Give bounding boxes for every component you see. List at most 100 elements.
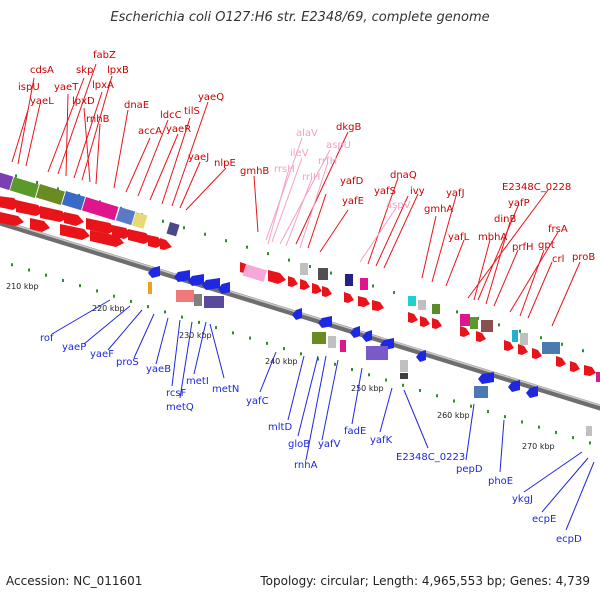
feature-box [470, 317, 478, 329]
scale-label: 270 kbp [522, 442, 555, 451]
gene-label: ldcC [160, 110, 182, 121]
gene-arrow [148, 266, 160, 278]
gene-arrow [292, 308, 302, 320]
gene-arrow [160, 238, 172, 250]
feature-box [318, 268, 328, 280]
scale-label: 220 kbp [92, 304, 125, 313]
feature-box [366, 346, 388, 360]
gene-arrow [188, 274, 204, 286]
gene-arrow [128, 229, 152, 244]
gene-label: rnhA [294, 460, 318, 471]
gene-label: frsA [548, 224, 568, 235]
gene-arrow [322, 286, 332, 297]
gene-label: yaeP [62, 342, 86, 353]
forward-gene-arrows [0, 196, 596, 376]
feature-box [432, 304, 440, 314]
gene-label: yafJ [446, 188, 465, 199]
gene-label: ecpD [556, 534, 582, 545]
gene-label: ecpE [532, 514, 556, 525]
gene-label: lpxD [72, 96, 95, 107]
scale-label: 260 kbp [437, 411, 470, 420]
gene-arrow [40, 206, 68, 222]
gene-arrow [584, 365, 596, 376]
gene-label: cdsA [30, 65, 54, 76]
gene-label: yafL [448, 232, 470, 243]
feature-box [194, 294, 202, 306]
gene-arrow [508, 380, 520, 392]
gene-arrow [288, 276, 298, 287]
gene-arrow [372, 300, 384, 311]
genome-title: Escherichia coli O127:H6 str. E2348/69, … [110, 10, 490, 25]
gene-label: fadE [344, 426, 366, 437]
feature-box [81, 197, 119, 221]
feature-box [586, 426, 592, 436]
gene-label: aspU [326, 140, 351, 151]
gene-label: rrfH [318, 156, 337, 167]
scale-labels: 210 kbp 220 kbp 230 kbp 240 kbp 250 kbp … [6, 282, 555, 451]
feature-box [242, 263, 268, 282]
gene-label: pepD [456, 464, 483, 475]
gene-arrow [416, 350, 426, 362]
gene-label: rof [40, 333, 54, 344]
gene-label: dnaQ [390, 170, 417, 181]
gene-arrow [476, 331, 486, 342]
scale-label: 250 kbp [351, 384, 384, 393]
gene-label: accA [138, 126, 162, 137]
feature-box [360, 278, 368, 290]
gene-arrow [90, 230, 124, 247]
gene-arrow [532, 348, 542, 359]
gene-arrow [86, 218, 116, 234]
gene-arrow [0, 212, 24, 226]
feature-box [35, 184, 65, 205]
feature-box [596, 372, 600, 382]
feature-box [148, 282, 152, 294]
gene-label: E2348C_0223 [396, 452, 465, 463]
gene-label: proS [116, 357, 139, 368]
feature-boxes [0, 172, 600, 382]
gene-arrow [420, 316, 430, 327]
feature-box [300, 263, 308, 275]
top-leader-lines [11, 63, 581, 327]
gene-label: prfH [512, 242, 534, 253]
accession-text: Accession: NC_011601 [6, 574, 143, 588]
scale-label: 240 kbp [265, 357, 298, 366]
gene-label: yafK [370, 435, 393, 446]
gene-label: lpxB [107, 65, 129, 76]
gene-arrow [318, 316, 332, 328]
gene-arrow [202, 278, 220, 290]
gene-label: rrlH [302, 172, 320, 183]
gene-label: nlpE [214, 158, 236, 169]
gene-arrow [64, 212, 84, 226]
gene-label: dinB [494, 214, 516, 225]
gene-arrow [362, 330, 372, 342]
gene-label: yaeF [90, 349, 114, 360]
genome-summary-text: Topology: circular; Length: 4,965,553 bp… [260, 574, 590, 588]
feature-box [520, 333, 528, 345]
gene-label: ivy [410, 186, 425, 197]
gene-arrow [16, 200, 44, 216]
gene-label: crl [552, 254, 564, 265]
feature-box [460, 314, 470, 326]
gene-label: yaeT [54, 82, 79, 93]
feature-box [408, 296, 416, 306]
gene-label: ispU [18, 82, 40, 93]
gene-label: rcsF [166, 388, 187, 399]
gene-label: E2348C_0228 [502, 182, 571, 193]
gene-arrow [344, 292, 354, 303]
gene-arrow [350, 326, 360, 338]
gene-label: dkgB [336, 122, 361, 133]
feature-box [340, 340, 346, 352]
gene-label: aspV [386, 200, 411, 211]
gene-label: yafV [318, 439, 341, 450]
gene-label: fabZ [93, 50, 116, 61]
gene-label: lpxA [92, 80, 114, 91]
feature-box [481, 320, 493, 332]
bottom-leader-lines [51, 299, 595, 531]
gene-arrow [268, 270, 286, 284]
bottom-gene-labels: rof yaeP yaeF proS yaeB rcsF metQ metI m… [40, 333, 582, 545]
feature-box [345, 274, 353, 286]
gene-label: alaV [296, 128, 318, 139]
gene-arrow [0, 196, 20, 210]
gene-label: yafC [246, 396, 269, 407]
